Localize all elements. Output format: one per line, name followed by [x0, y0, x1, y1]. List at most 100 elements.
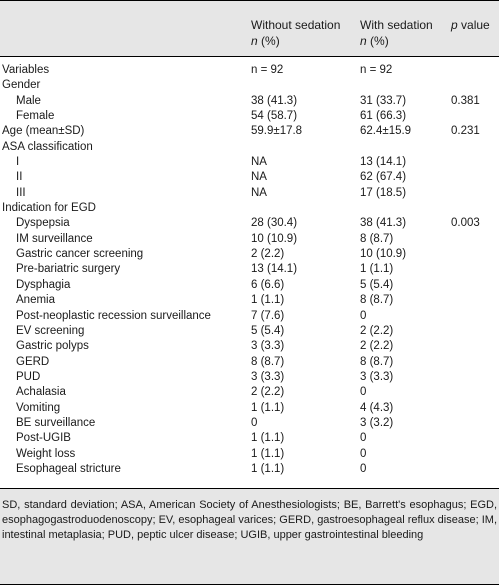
row-label: I [16, 156, 20, 169]
cell-without-sedation: 1 (1.1) [251, 462, 285, 475]
row-label: Weight loss [16, 447, 76, 460]
row-label: IM surveillance [16, 232, 93, 245]
table-row: Gender [0, 78, 499, 93]
cell-with-sedation: 13 (14.1) [360, 156, 407, 169]
cell-with-sedation: 62 (67.4) [360, 171, 407, 184]
header-n-symbol: n [360, 34, 367, 48]
cell-without-sedation: NA [251, 156, 267, 169]
cell-with-sedation: 62.4±15.9 [360, 125, 412, 138]
cell-with-sedation: 2 (2.2) [360, 340, 394, 353]
cell-without-sedation: 6 (6.6) [251, 278, 285, 291]
table-row: Male 38 (41.3) 31 (33.7) 0.381 [0, 94, 499, 109]
table-bottom-rule [0, 488, 499, 489]
table-row: Dysphagia 6 (6.6) 5 (5.4) [0, 278, 499, 293]
cell-without-sedation: 2 (2.2) [251, 386, 285, 399]
cell-with-sedation: 8 (8.7) [360, 294, 394, 307]
header-with-sedation-unit: n (%) [360, 34, 389, 48]
table-row: Esophageal stricture 1 (1.1) 0 [0, 462, 499, 477]
cell-with-sedation: 3 (3.2) [360, 416, 394, 429]
cell-with-sedation: 0 [360, 309, 367, 322]
table-row: GERD 8 (8.7) 8 (8.7) [0, 355, 499, 370]
cell-without-sedation: 3 (3.3) [251, 370, 285, 383]
footnote-bottom-rule [0, 584, 499, 585]
table-row: Dyspepsia 28 (30.4) 38 (41.3) 0.003 [0, 216, 499, 231]
table-row: Pre-bariatric surgery 13 (14.1) 1 (1.1) [0, 262, 499, 277]
row-label: Indication for EGD [2, 202, 96, 215]
table-row: PUD 3 (3.3) 3 (3.3) [0, 370, 499, 385]
row-label: GERD [16, 355, 50, 368]
table-header: Without sedation n (%) With sedation n (… [0, 0, 499, 57]
header-without-sedation: Without sedation n (%) [251, 17, 340, 49]
table-row: ASA classification [0, 140, 499, 155]
row-label: BE surveillance [16, 416, 96, 429]
row-label: III [16, 186, 26, 199]
cell-with-sedation: 3 (3.3) [360, 370, 394, 383]
cell-with-sedation: 0 [360, 432, 367, 445]
cell-without-sedation: 38 (41.3) [251, 94, 298, 107]
cell-with-sedation: 0 [360, 447, 367, 460]
table-row: Indication for EGD [0, 201, 499, 216]
row-label: PUD [16, 370, 41, 383]
cell-with-sedation: 8 (8.7) [360, 232, 394, 245]
cell-without-sedation: 1 (1.1) [251, 447, 285, 460]
row-label: Anemia [16, 294, 55, 307]
row-label: Dyspepsia [16, 217, 70, 230]
cell-without-sedation: 1 (1.1) [251, 294, 285, 307]
table-row: EV screening 5 (5.4) 2 (2.2) [0, 324, 499, 339]
cell-with-sedation: 4 (4.3) [360, 401, 394, 414]
header-n-symbol: n [251, 34, 258, 48]
table-row: Post-neoplastic recession surveillance 7 … [0, 309, 499, 324]
cell-with-sedation: 38 (41.3) [360, 217, 407, 230]
cell-without-sedation: NA [251, 186, 267, 199]
row-label: Male [16, 94, 41, 107]
header-without-sedation-title: Without sedation [251, 18, 341, 32]
table-row: IM surveillance 10 (10.9) 8 (8.7) [0, 232, 499, 247]
table-row: Weight loss 1 (1.1) 0 [0, 447, 499, 462]
table-row: Anemia 1 (1.1) 8 (8.7) [0, 293, 499, 308]
cell-p-value: 0.003 [451, 217, 480, 230]
table-footnote: SD, standard deviation; ASA, American So… [0, 489, 499, 584]
cell-without-sedation: NA [251, 171, 267, 184]
cell-without-sedation: 0 [251, 416, 258, 429]
table-row: Female 54 (58.7) 61 (66.3) [0, 109, 499, 124]
cell-with-sedation: 31 (33.7) [360, 94, 407, 107]
table-row: II NA 62 (67.4) [0, 170, 499, 185]
row-label: Achalasia [16, 386, 66, 399]
table-body: Variables n = 92 n = 92 Gender Male 38 (41.3)… [0, 63, 499, 477]
table-row: Variables n = 92 n = 92 [0, 63, 499, 78]
header-with-sedation-title: With sedation [360, 18, 433, 32]
cell-with-sedation: 61 (66.3) [360, 110, 407, 123]
table-row: Age (mean±SD) 59.9±17.8 62.4±15.9 0.231 [0, 124, 499, 139]
cell-without-sedation: n = 92 [251, 64, 284, 76]
row-label: Gender [2, 79, 41, 92]
header-without-sedation-unit: n (%) [251, 34, 280, 48]
cell-without-sedation: 54 (58.7) [251, 110, 298, 123]
cell-without-sedation: 13 (14.1) [251, 263, 298, 276]
table-row: Gastric cancer screening 2 (2.2) 10 (10.9) [0, 247, 499, 262]
row-label: Esophageal stricture [16, 462, 121, 475]
row-label: Pre-bariatric surgery [16, 263, 121, 276]
header-p-value: p value [451, 18, 490, 32]
cell-without-sedation: 5 (5.4) [251, 324, 285, 337]
row-label: Variables [2, 64, 50, 76]
cell-with-sedation: n = 92 [360, 64, 393, 76]
cell-with-sedation: 8 (8.7) [360, 355, 394, 368]
row-label: EV screening [16, 324, 85, 337]
cell-without-sedation: 3 (3.3) [251, 340, 285, 353]
cell-without-sedation: 1 (1.1) [251, 401, 285, 414]
cell-with-sedation: 1 (1.1) [360, 263, 394, 276]
cell-with-sedation: 5 (5.4) [360, 278, 394, 291]
cell-with-sedation: 0 [360, 462, 367, 475]
row-label: Gastric polyps [16, 340, 89, 353]
table-row: III NA 17 (18.5) [0, 186, 499, 201]
table-row: Achalasia 2 (2.2) 0 [0, 385, 499, 400]
cell-without-sedation: 2 (2.2) [251, 248, 285, 261]
table-row: BE surveillance 0 3 (3.2) [0, 416, 499, 431]
cell-with-sedation: 10 (10.9) [360, 248, 407, 261]
cell-p-value: 0.381 [451, 94, 480, 107]
table-row: I NA 13 (14.1) [0, 155, 499, 170]
row-label: Female [16, 110, 55, 123]
cell-without-sedation: 1 (1.1) [251, 432, 285, 445]
row-label: Gastric cancer screening [16, 248, 144, 261]
